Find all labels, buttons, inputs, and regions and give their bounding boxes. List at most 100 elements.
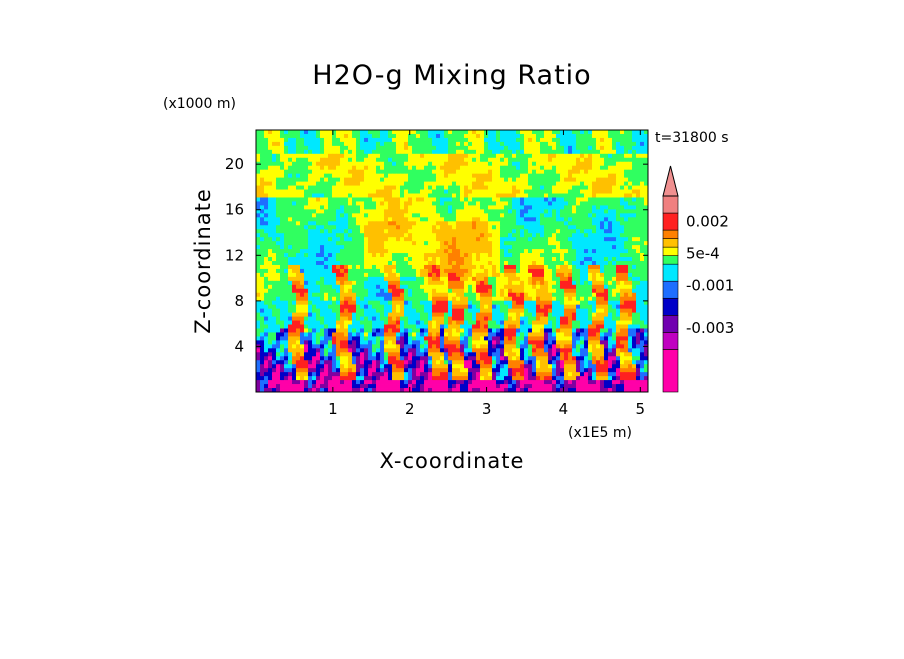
heatmap-cell bbox=[384, 193, 389, 198]
heatmap-cell bbox=[552, 280, 557, 286]
heatmap-cell bbox=[316, 169, 321, 175]
heatmap-cell bbox=[592, 257, 597, 262]
heatmap-cell bbox=[540, 257, 545, 262]
heatmap-cell bbox=[460, 189, 465, 194]
heatmap-cell bbox=[600, 249, 605, 254]
heatmap-cell bbox=[552, 181, 557, 186]
heatmap-cell bbox=[352, 328, 357, 333]
heatmap-cell bbox=[264, 205, 269, 210]
heatmap-cell bbox=[452, 324, 457, 329]
heatmap-cell bbox=[544, 272, 549, 278]
heatmap-cell bbox=[292, 133, 297, 139]
heatmap-cell bbox=[384, 185, 389, 190]
heatmap-cell bbox=[516, 237, 521, 242]
heatmap-cell bbox=[488, 161, 493, 167]
heatmap-cell bbox=[536, 292, 541, 298]
heatmap-cell bbox=[320, 201, 325, 206]
chart-title: H2O-g Mixing Ratio bbox=[312, 60, 591, 91]
heatmap-cell bbox=[324, 261, 329, 266]
heatmap-cell bbox=[352, 268, 357, 274]
heatmap-cell bbox=[376, 304, 381, 310]
heatmap-cell bbox=[548, 261, 553, 266]
heatmap-cell bbox=[500, 229, 505, 234]
heatmap-cell bbox=[404, 272, 409, 278]
heatmap-cell bbox=[644, 316, 649, 321]
heatmap-cell bbox=[428, 189, 433, 194]
heatmap-cell bbox=[516, 145, 521, 151]
heatmap-cell bbox=[476, 177, 481, 183]
heatmap-cell bbox=[520, 221, 525, 226]
heatmap-cell bbox=[284, 300, 289, 306]
heatmap-cell bbox=[544, 320, 549, 325]
heatmap-cell bbox=[328, 241, 333, 246]
heatmap-cell bbox=[296, 237, 301, 242]
heatmap-cell bbox=[644, 324, 649, 329]
heatmap-cell bbox=[276, 328, 281, 333]
heatmap-cell bbox=[596, 145, 601, 151]
heatmap-cell bbox=[384, 173, 389, 179]
heatmap-cell bbox=[256, 300, 261, 306]
heatmap-cell bbox=[324, 161, 329, 167]
heatmap-cell bbox=[484, 328, 489, 333]
heatmap-cell bbox=[568, 229, 573, 234]
heatmap-cell bbox=[480, 308, 485, 314]
heatmap-cell bbox=[260, 245, 265, 250]
heatmap-cell bbox=[612, 233, 617, 238]
heatmap-cell bbox=[484, 312, 489, 317]
heatmap-cell bbox=[640, 312, 645, 317]
heatmap-cell bbox=[492, 205, 497, 210]
heatmap-cell bbox=[444, 225, 449, 230]
heatmap-cell bbox=[284, 288, 289, 294]
heatmap-cell bbox=[500, 324, 505, 329]
heatmap-cell bbox=[628, 320, 633, 325]
heatmap-cell bbox=[328, 205, 333, 210]
heatmap-cell bbox=[456, 312, 461, 317]
heatmap-cell bbox=[364, 292, 369, 298]
heatmap-cell bbox=[480, 316, 485, 321]
heatmap-cell bbox=[632, 233, 637, 238]
heatmap-cell bbox=[500, 169, 505, 175]
heatmap-cell bbox=[380, 324, 385, 329]
heatmap-cell bbox=[312, 288, 317, 294]
heatmap-cell bbox=[640, 249, 645, 254]
heatmap-cell bbox=[548, 157, 553, 163]
heatmap-cell bbox=[296, 217, 301, 222]
heatmap-cell bbox=[332, 201, 337, 206]
heatmap-cell bbox=[352, 157, 357, 163]
heatmap-cell bbox=[380, 201, 385, 206]
heatmap-cell bbox=[364, 296, 369, 302]
heatmap-cell bbox=[408, 133, 413, 139]
heatmap-cell bbox=[544, 245, 549, 250]
heatmap-cell bbox=[256, 145, 261, 151]
heatmap-cell bbox=[352, 169, 357, 175]
heatmap-cell bbox=[496, 233, 501, 238]
heatmap-cell bbox=[400, 181, 405, 186]
heatmap-cell bbox=[340, 169, 345, 175]
heatmap-cell bbox=[376, 221, 381, 226]
heatmap-cell bbox=[376, 185, 381, 190]
heatmap-cell bbox=[624, 137, 629, 143]
heatmap-cell bbox=[276, 308, 281, 314]
heatmap-cell bbox=[508, 221, 513, 226]
heatmap-cell bbox=[536, 264, 541, 270]
heatmap-cell bbox=[484, 245, 489, 250]
heatmap-cell bbox=[632, 193, 637, 198]
heatmap-cell bbox=[492, 130, 497, 135]
heatmap-cell bbox=[632, 253, 637, 258]
heatmap-cell bbox=[596, 296, 601, 302]
heatmap-cell bbox=[440, 161, 445, 167]
heatmap-cell bbox=[436, 245, 441, 250]
heatmap-cell bbox=[264, 229, 269, 234]
heatmap-cell bbox=[520, 177, 525, 183]
heatmap-cell bbox=[312, 253, 317, 258]
heatmap-cell bbox=[296, 264, 301, 270]
heatmap-cell bbox=[280, 177, 285, 183]
heatmap-cell bbox=[388, 145, 393, 151]
heatmap-cell bbox=[440, 149, 445, 155]
heatmap-cell bbox=[444, 185, 449, 190]
heatmap-cell bbox=[380, 161, 385, 167]
heatmap-cell bbox=[276, 288, 281, 294]
heatmap-cell bbox=[404, 292, 409, 298]
heatmap-cell bbox=[608, 153, 613, 159]
heatmap-cell bbox=[316, 257, 321, 262]
